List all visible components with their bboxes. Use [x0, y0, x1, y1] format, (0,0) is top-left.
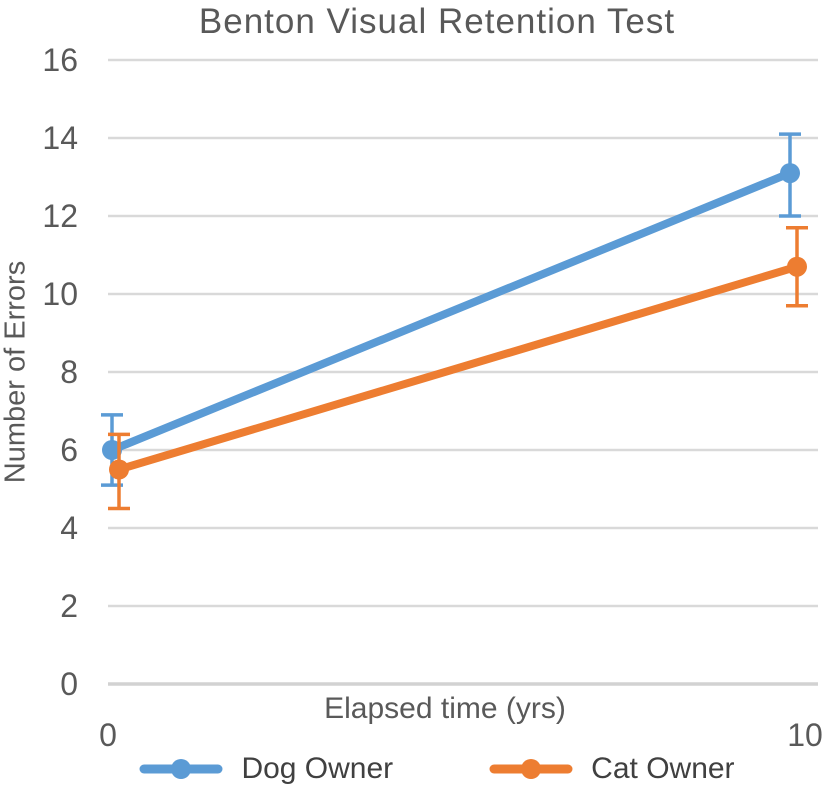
y-tick-label: 16 — [42, 42, 78, 78]
x-tick-label: 0 — [99, 717, 117, 753]
data-point-marker-dog-owner — [102, 440, 122, 460]
y-tick-label: 14 — [42, 120, 78, 156]
legend-label-cat-owner: Cat Owner — [591, 752, 735, 785]
data-point-marker-dog-owner — [780, 163, 800, 184]
series-line-cat-owner — [115, 262, 801, 474]
legend-label-dog-owner: Dog Owner — [241, 752, 394, 785]
data-point-marker-cat-owner — [109, 459, 129, 480]
legend-swatch-cat-owner — [489, 759, 573, 779]
data-point-marker-cat-owner — [787, 256, 807, 277]
legend-marker-icon — [521, 759, 542, 779]
series-line-dog-owner — [108, 169, 794, 454]
legend: Dog Owner Cat Owner — [24, 752, 826, 786]
y-tick-label: 0 — [60, 666, 78, 702]
y-tick-label: 4 — [60, 510, 78, 546]
legend-item-dog-owner: Dog Owner — [139, 752, 393, 786]
legend-swatch-dog-owner — [139, 759, 223, 779]
x-axis-title: Elapsed time (yrs) — [324, 692, 566, 725]
legend-item-cat-owner: Cat Owner — [489, 752, 735, 786]
y-tick-label: 8 — [60, 354, 78, 390]
y-tick-label: 10 — [42, 276, 78, 312]
legend-marker-icon — [171, 759, 192, 779]
y-tick-label: 2 — [60, 588, 78, 624]
chart-title: Benton Visual Retention Test — [198, 2, 676, 41]
x-tick-label: 10 — [787, 717, 823, 753]
y-tick-label: 6 — [60, 432, 78, 468]
y-tick-label: 12 — [42, 198, 78, 234]
